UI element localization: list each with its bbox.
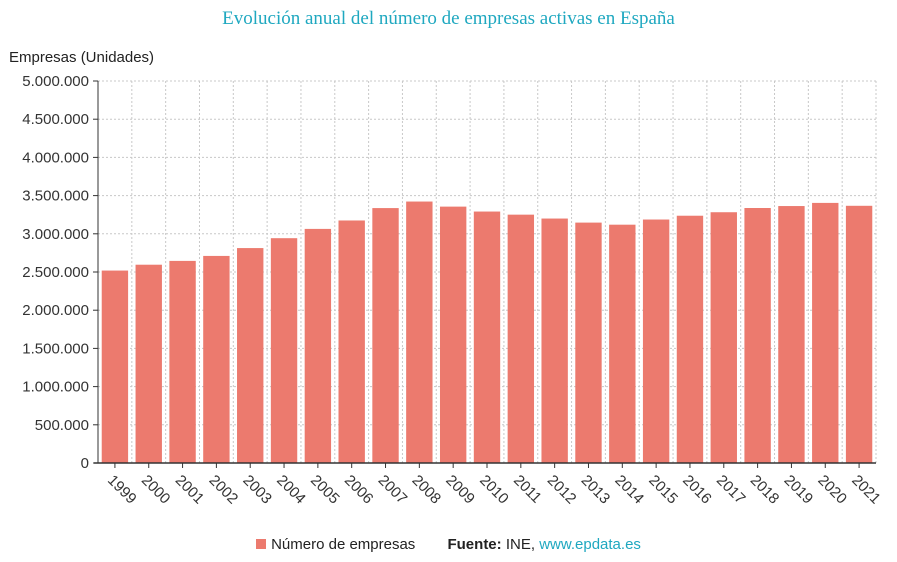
x-tick-label: 2012 — [544, 472, 580, 508]
x-tick-labels: 1999200020012002200320042005200620072008… — [104, 472, 884, 508]
y-tick-label: 1.000.000 — [22, 379, 89, 396]
bar-2014[interactable] — [609, 224, 636, 463]
legend-swatch — [256, 539, 267, 549]
bar-2008[interactable] — [406, 201, 433, 463]
source-value: INE, — [505, 536, 536, 553]
x-tick-label: 2001 — [172, 472, 208, 508]
source-link[interactable]: www.epdata.es — [539, 536, 641, 553]
x-tick-label: 2004 — [273, 472, 309, 508]
y-tick-label: 2.000.000 — [22, 302, 89, 319]
x-tick-label: 2002 — [206, 472, 242, 508]
y-tick-labels: 0 500.000 1.000.000 1.500.000 2.000.000 2.500… — [22, 73, 89, 472]
bars — [101, 201, 873, 463]
source-label: Fuente: — [447, 536, 502, 553]
bar-2013[interactable] — [575, 222, 602, 463]
bar-2015[interactable] — [642, 219, 670, 463]
x-tick-label: 2000 — [138, 472, 174, 508]
x-tick-label: 2021 — [848, 472, 884, 508]
legend-series-name: Número de empresas — [271, 536, 416, 553]
bar-2002[interactable] — [203, 255, 230, 463]
bar-2009[interactable] — [439, 206, 467, 463]
y-tick-label: 5.000.000 — [22, 73, 89, 90]
x-tick-label: 2009 — [442, 472, 478, 508]
y-tick-label: 2.500.000 — [22, 264, 89, 281]
bar-2004[interactable] — [270, 238, 298, 463]
x-tick-label: 2019 — [781, 472, 817, 508]
legend: Número de empresas Fuente: INE, www.epda… — [0, 536, 897, 553]
x-tick-label: 2017 — [713, 472, 749, 508]
bar-2018[interactable] — [744, 208, 771, 463]
x-tick-label: 2010 — [476, 472, 512, 508]
bar-2011[interactable] — [507, 214, 535, 463]
y-tick-label: 3.500.000 — [22, 188, 89, 205]
bar-2021[interactable] — [845, 205, 873, 463]
axes — [93, 80, 876, 468]
bar-2012[interactable] — [541, 218, 568, 463]
chart-title: Evolución anual del número de empresas a… — [222, 8, 675, 29]
x-tick-label: 2007 — [375, 472, 411, 508]
bar-2006[interactable] — [338, 220, 365, 463]
y-tick-label: 500.000 — [35, 417, 89, 434]
bar-2019[interactable] — [778, 206, 805, 463]
y-axis-label: Empresas (Unidades) — [9, 49, 155, 66]
x-tick-label: 2014 — [611, 472, 647, 508]
bar-1999[interactable] — [101, 270, 129, 463]
y-tick-label: 4.500.000 — [22, 111, 89, 128]
bar-2005[interactable] — [304, 228, 332, 463]
bar-2016[interactable] — [676, 215, 704, 463]
x-tick-label: 2006 — [341, 472, 377, 508]
x-tick-label: 2016 — [679, 472, 715, 508]
bar-2010[interactable] — [473, 211, 501, 463]
x-tick-label: 2018 — [747, 472, 783, 508]
x-tick-label: 2013 — [578, 472, 614, 508]
x-tick-label: 2015 — [645, 472, 681, 508]
bar-chart: 0 500.000 1.000.000 1.500.000 2.000.000 2.500… — [22, 73, 884, 508]
bar-2001[interactable] — [169, 260, 196, 463]
y-tick-label: 1.500.000 — [22, 340, 89, 357]
x-tick-label: 1999 — [104, 472, 140, 508]
bar-2003[interactable] — [237, 248, 264, 463]
bar-2007[interactable] — [372, 208, 399, 463]
x-tick-label: 2008 — [409, 472, 445, 508]
y-tick-label: 4.000.000 — [22, 149, 89, 166]
bar-2020[interactable] — [812, 202, 839, 463]
x-tick-label: 2005 — [307, 472, 343, 508]
x-tick-label: 2003 — [239, 472, 275, 508]
bar-2000[interactable] — [135, 264, 162, 463]
x-tick-label: 2011 — [510, 472, 545, 507]
y-tick-label: 0 — [81, 455, 89, 472]
x-tick-label: 2020 — [814, 472, 850, 508]
y-tick-label: 3.000.000 — [22, 226, 89, 243]
bar-2017[interactable] — [710, 212, 737, 463]
